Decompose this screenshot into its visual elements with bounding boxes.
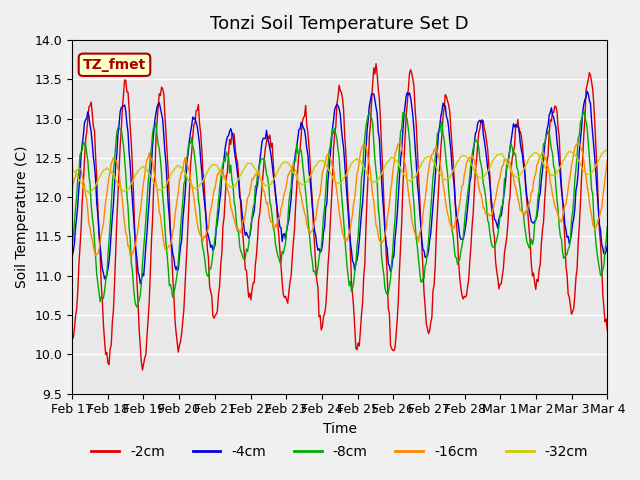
Legend: -2cm, -4cm, -8cm, -16cm, -32cm: -2cm, -4cm, -8cm, -16cm, -32cm (86, 439, 594, 465)
Y-axis label: Soil Temperature (C): Soil Temperature (C) (15, 145, 29, 288)
Title: Tonzi Soil Temperature Set D: Tonzi Soil Temperature Set D (211, 15, 469, 33)
X-axis label: Time: Time (323, 422, 356, 436)
Text: TZ_fmet: TZ_fmet (83, 58, 146, 72)
